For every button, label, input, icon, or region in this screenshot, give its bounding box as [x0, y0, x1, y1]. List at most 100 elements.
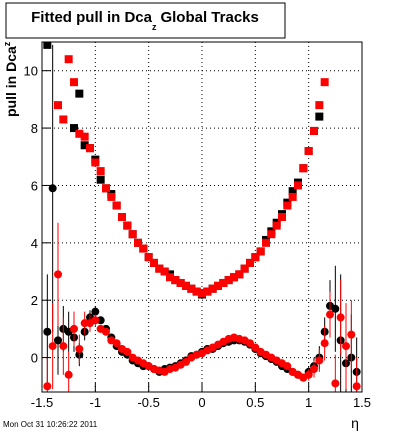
circle-marker	[54, 270, 62, 279]
square-marker	[251, 253, 260, 262]
circle-marker	[326, 310, 334, 319]
square-marker	[96, 167, 105, 176]
y-tick-label: 8	[31, 121, 38, 136]
square-marker	[43, 42, 52, 49]
square-marker	[155, 264, 164, 273]
square-marker	[75, 129, 84, 138]
square-marker	[176, 278, 185, 287]
square-marker	[80, 132, 89, 141]
y-tick-label: 0	[31, 351, 38, 366]
circle-marker	[123, 347, 132, 356]
square-marker	[86, 144, 94, 153]
timestamp: Mon Oct 31 10:26:22 2011	[3, 420, 98, 429]
title-box	[5, 2, 286, 39]
circle-marker	[251, 343, 260, 352]
square-marker	[283, 201, 292, 210]
circle-marker	[43, 382, 52, 391]
square-marker	[288, 192, 297, 201]
y-label-subscript: z	[2, 41, 12, 46]
square-marker	[192, 287, 201, 296]
circle-marker	[342, 342, 350, 351]
circle-marker	[331, 304, 340, 313]
square-marker	[288, 187, 297, 196]
y-tick-label: 6	[31, 178, 38, 193]
x-tick-label: -1	[90, 395, 102, 410]
circle-marker	[310, 365, 318, 374]
circle-marker	[43, 327, 52, 336]
square-marker	[144, 253, 153, 262]
square-marker	[203, 287, 212, 296]
square-marker	[224, 276, 233, 285]
title-subscript: z	[152, 22, 157, 32]
x-tick-label: 0	[198, 395, 205, 410]
x-tick-label: 0.5	[246, 395, 264, 410]
square-marker	[150, 258, 158, 267]
circle-marker	[75, 344, 84, 353]
x-tick-label: -1.5	[31, 395, 53, 410]
square-marker	[80, 141, 89, 150]
square-marker	[123, 221, 132, 230]
square-marker	[59, 115, 68, 124]
x-tick-label: 1	[305, 395, 312, 410]
circle-marker	[315, 356, 324, 365]
chart-title: Fitted pull in DcazGlobal Tracks	[31, 9, 259, 32]
square-marker	[166, 273, 174, 282]
square-marker	[256, 247, 265, 256]
x-axis-label: η	[351, 415, 359, 431]
square-marker	[112, 201, 121, 210]
circle-marker	[352, 382, 361, 391]
y-tick-label: 2	[31, 293, 38, 308]
circle-marker	[331, 379, 340, 388]
square-marker	[315, 112, 324, 121]
circle-marker	[283, 362, 292, 371]
square-marker	[187, 284, 196, 293]
square-marker	[320, 78, 329, 87]
y-label-main: pull in Dca	[3, 46, 19, 117]
circle-marker	[336, 313, 345, 322]
circle-marker	[54, 336, 62, 345]
square-marker	[219, 278, 228, 287]
square-marker	[128, 230, 137, 239]
square-marker	[70, 78, 78, 87]
square-marker	[315, 101, 324, 110]
circle-marker	[91, 307, 100, 316]
y-axis-label: pull in Dcaz	[2, 41, 19, 117]
circle-marker	[48, 184, 57, 193]
square-marker	[102, 184, 110, 193]
circle-marker	[320, 339, 329, 348]
circle-marker	[48, 342, 57, 351]
square-marker	[246, 258, 254, 267]
square-marker	[304, 147, 313, 156]
square-marker	[294, 181, 302, 190]
axes: -1.5 -1 -0.5 0 0.5 1 1.5 0 2 4 6 8 10	[24, 64, 372, 410]
square-marker	[272, 221, 281, 230]
square-marker	[160, 267, 169, 276]
square-marker	[139, 244, 148, 253]
circle-marker	[70, 324, 78, 333]
circle-marker	[59, 342, 68, 351]
circle-marker	[182, 357, 190, 366]
square-marker	[96, 175, 105, 184]
square-marker	[171, 276, 180, 285]
square-marker	[310, 126, 318, 135]
grid	[41, 42, 363, 392]
square-marker	[70, 124, 78, 133]
square-marker	[107, 192, 116, 201]
square-marker	[214, 281, 222, 290]
square-marker	[64, 55, 73, 64]
square-marker	[278, 213, 286, 221]
circle-marker	[64, 370, 73, 379]
circle-marker	[91, 316, 100, 325]
y-tick-label: 10	[24, 64, 38, 79]
square-marker	[75, 89, 84, 98]
square-marker	[118, 213, 126, 221]
circle-marker	[246, 339, 254, 348]
square-marker	[240, 264, 249, 273]
square-marker	[267, 230, 276, 239]
square-marker	[182, 281, 190, 290]
circle-marker	[102, 327, 110, 336]
circle-marker	[304, 370, 313, 379]
square-marker	[230, 273, 238, 282]
